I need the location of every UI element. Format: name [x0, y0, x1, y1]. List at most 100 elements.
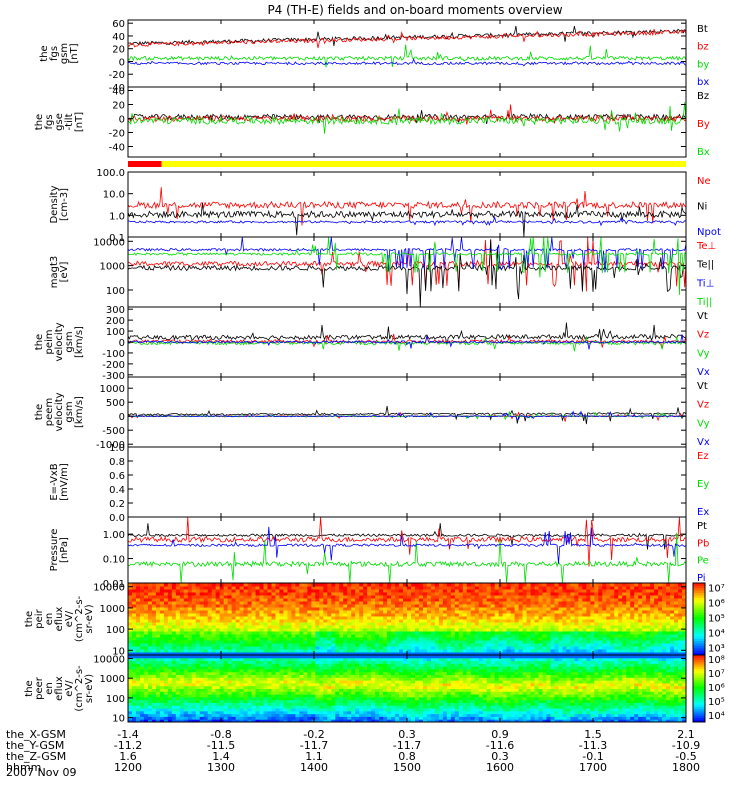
spectrogram-cell	[391, 592, 395, 596]
spectrogram-cell	[240, 637, 244, 641]
spectrogram-cell	[399, 628, 403, 632]
spectrogram-cell	[220, 583, 224, 587]
spectrogram-cell	[547, 592, 551, 596]
spectrogram-cell	[291, 616, 295, 620]
spectrogram-cell	[539, 598, 543, 602]
spectrogram-cell	[435, 595, 439, 599]
spectrogram-cell	[140, 601, 144, 605]
spectrogram-cell	[598, 598, 602, 602]
spectrogram-cell	[307, 646, 311, 650]
spectrogram-cell	[323, 628, 327, 632]
spectrogram-cell	[415, 589, 419, 593]
spectrogram-cell	[315, 598, 319, 602]
spectrogram-cell	[471, 643, 475, 647]
spectrogram-cell	[172, 595, 176, 599]
spectrogram-cell	[295, 613, 299, 617]
spectrogram-cell	[515, 586, 519, 590]
spectrogram-cell	[196, 643, 200, 647]
spectrogram-cell	[674, 610, 678, 614]
spectrogram-cell	[531, 604, 535, 608]
spectrogram-cell	[351, 628, 355, 632]
spectrogram-cell	[499, 637, 503, 641]
series-line-Bx	[128, 102, 686, 134]
spectrogram-cell	[638, 640, 642, 644]
spectrogram-cell	[307, 616, 311, 620]
spectrogram-cell	[168, 613, 172, 617]
spectrogram-cell	[188, 604, 192, 608]
spectrogram-cell	[499, 622, 503, 626]
spectrogram-cell	[339, 634, 343, 638]
spectrogram-cell	[570, 631, 574, 635]
spectrogram-cell	[343, 625, 347, 629]
spectrogram-cell	[550, 631, 554, 635]
spectrogram-cell	[291, 586, 295, 590]
spectrogram-cell	[495, 589, 499, 593]
spectrogram-cell	[614, 589, 618, 593]
spectrogram-cell	[152, 586, 156, 590]
spectrogram-cell	[164, 589, 168, 593]
spectrogram-cell	[331, 607, 335, 611]
spectrogram-cell	[447, 613, 451, 617]
spectrogram-cell	[279, 604, 283, 608]
spectrogram-cell	[268, 613, 272, 617]
spectrogram-cell	[626, 628, 630, 632]
spectrogram-cell	[646, 607, 650, 611]
spectrogram-cell	[487, 586, 491, 590]
spectrogram-cell	[208, 589, 212, 593]
spectrogram-cell	[224, 598, 228, 602]
spectrogram-cell	[566, 586, 570, 590]
spectrogram-cell	[554, 643, 558, 647]
spectrogram-cell	[566, 604, 570, 608]
spectrogram-cell	[415, 607, 419, 611]
spectrogram-cell	[140, 631, 144, 635]
spectrogram-cell	[140, 604, 144, 608]
spectrogram-cell	[670, 583, 674, 587]
spectrogram-cell	[550, 628, 554, 632]
spectrogram-cell	[323, 595, 327, 599]
spectrogram-cell	[295, 640, 299, 644]
spectrogram-cell	[391, 631, 395, 635]
spectrogram-cell	[618, 613, 622, 617]
spectrogram-cell	[531, 640, 535, 644]
spectrogram-cell	[554, 613, 558, 617]
spectrogram-cell	[674, 616, 678, 620]
spectrogram-cell	[192, 616, 196, 620]
spectrogram-cell	[252, 616, 256, 620]
spectrogram-cell	[387, 640, 391, 644]
spectrogram-cell	[371, 598, 375, 602]
spectrogram-cell	[646, 631, 650, 635]
spectrogram-cell	[299, 610, 303, 614]
spectrogram-cell	[371, 643, 375, 647]
spectrogram-cell	[295, 637, 299, 641]
spectrogram-cell	[411, 613, 415, 617]
spectrogram-cell	[232, 601, 236, 605]
spectrogram-cell	[256, 598, 260, 602]
spectrogram-cell	[343, 646, 347, 650]
spectrogram-cell	[602, 583, 606, 587]
spectrogram-cell	[570, 616, 574, 620]
spectrogram-cell	[483, 619, 487, 623]
spectrogram-cell	[523, 649, 527, 653]
spectrogram-cell	[606, 631, 610, 635]
spectrogram-cell	[562, 640, 566, 644]
spectrogram-cell	[666, 646, 670, 650]
spectrogram-cell	[618, 619, 622, 623]
spectrogram-cell	[507, 625, 511, 629]
spectrogram-cell	[598, 625, 602, 629]
spectrogram-cell	[547, 607, 551, 611]
spectrogram-cell	[128, 637, 132, 641]
spectrogram-cell	[275, 586, 279, 590]
legend-label: By	[697, 119, 710, 130]
spectrogram-cell	[650, 610, 654, 614]
spectrogram-cell	[606, 637, 610, 641]
spectrogram-cell	[483, 649, 487, 653]
spectrogram-cell	[216, 589, 220, 593]
spectrogram-cell	[435, 586, 439, 590]
spectrogram-cell	[439, 634, 443, 638]
spectrogram-cell	[268, 649, 272, 653]
spectrogram-cell	[315, 637, 319, 641]
spectrogram-cell	[220, 622, 224, 626]
spectrogram-cell	[299, 628, 303, 632]
spectrogram-cell	[395, 616, 399, 620]
